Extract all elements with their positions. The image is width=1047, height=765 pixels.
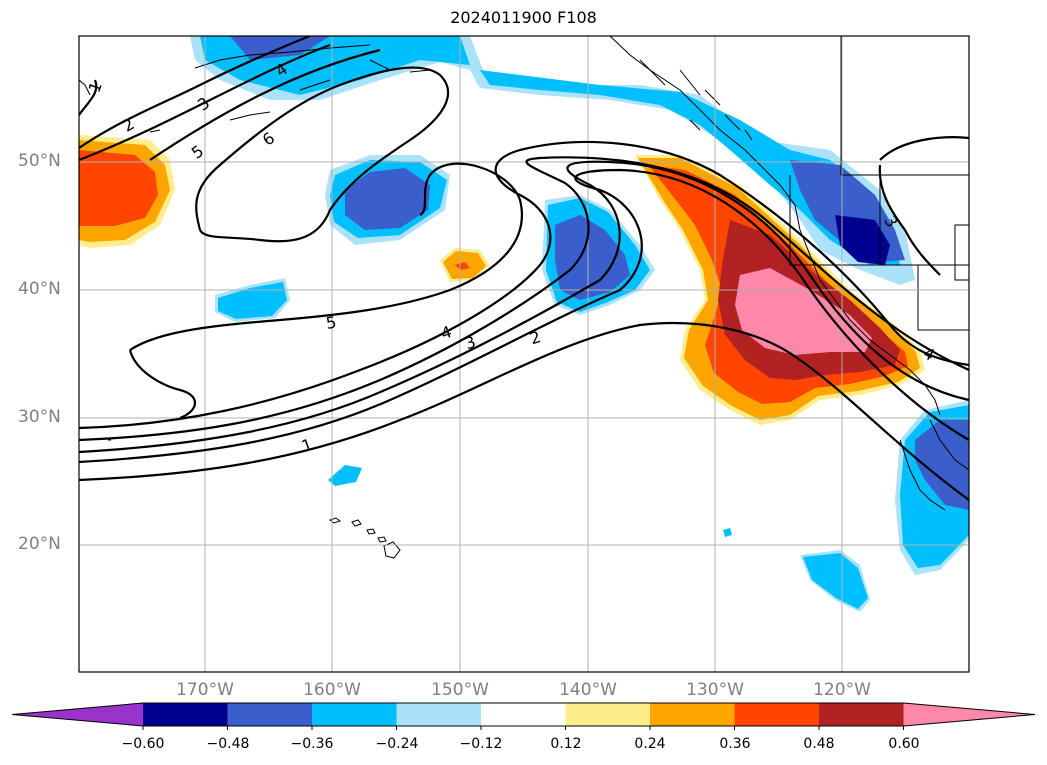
hawaii-islands	[108, 439, 401, 559]
colorbar-bin	[312, 703, 398, 726]
colorbar-tick-label: 0.48	[803, 736, 835, 752]
colorbar-tick-label: −0.60	[121, 736, 165, 752]
colorbar-bin	[143, 703, 229, 726]
lon-label-140w: 140°W	[559, 680, 617, 700]
lon-label-120w: 120°W	[813, 680, 871, 700]
colorbar-bin	[565, 703, 651, 726]
colorbar-tick-label: −0.48	[206, 736, 250, 752]
lat-label-30n: 30°N	[18, 407, 61, 427]
contour-label-5: 5	[325, 312, 338, 332]
colorbar-bin	[481, 703, 567, 726]
colorbar-bin	[227, 703, 313, 726]
lat-label-20n: 20°N	[18, 534, 61, 554]
colorbar-tick-label: −0.36	[290, 736, 334, 752]
colorbar-tick-label: 0.36	[719, 736, 751, 752]
colorbar-bin	[734, 703, 820, 726]
state-borders	[789, 36, 969, 331]
colorbar	[11, 702, 1036, 730]
negative-anomaly-fill	[190, 36, 969, 612]
colorbar-bin	[396, 703, 482, 726]
lon-label-170w: 170°W	[176, 680, 234, 700]
lat-label-50n: 50°N	[18, 151, 61, 171]
map-frame	[78, 35, 970, 673]
colorbar-bin	[819, 703, 905, 726]
colorbar-bin	[650, 703, 736, 726]
colorbar-tick-label: −0.12	[459, 736, 503, 752]
lat-label-40n: 40°N	[18, 279, 61, 299]
map-panel: 1 2 3 4 5 6 5 3 2 4 1 4 3	[79, 36, 969, 672]
colorbar-tick-label: 0.24	[634, 736, 666, 752]
map-title: 2024011900 F108	[450, 8, 597, 27]
contour-lines	[79, 36, 969, 501]
colorbar-extend-high	[903, 703, 1035, 726]
colorbar-extend-low	[12, 703, 143, 726]
colorbar-tick-label: 0.12	[550, 736, 582, 752]
lon-label-130w: 130°W	[686, 680, 744, 700]
lon-label-160w: 160°W	[303, 680, 361, 700]
colorbar-tick-label: 0.60	[888, 736, 920, 752]
colorbar-tick-label: −0.24	[375, 736, 419, 752]
positive-anomaly-fill	[79, 135, 925, 425]
lon-label-150w: 150°W	[431, 680, 489, 700]
